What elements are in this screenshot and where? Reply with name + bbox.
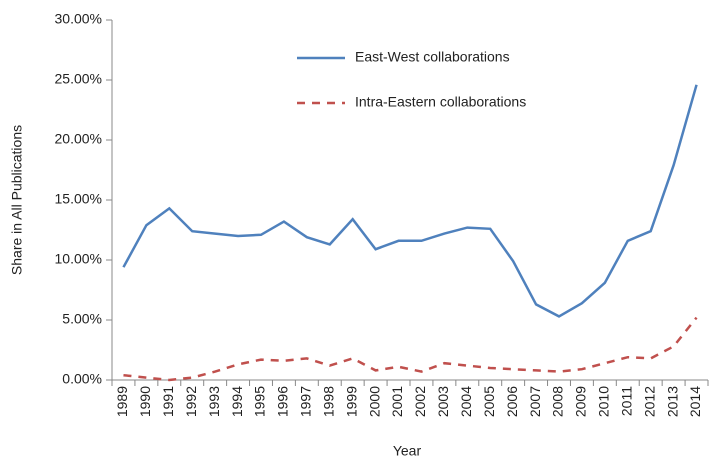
x-axis-label: Year: [393, 443, 422, 459]
y-tick-label: 0.00%: [62, 371, 102, 387]
x-tick-label: 2007: [527, 386, 543, 417]
x-tick-label: 1998: [320, 386, 336, 417]
x-tick-label: 2004: [458, 386, 474, 417]
x-tick-label: 2000: [366, 386, 382, 417]
legend-label: Intra-Eastern collaborations: [355, 94, 526, 110]
x-tick-label: 2006: [504, 386, 520, 417]
x-tick-label: 1997: [298, 386, 314, 417]
x-tick-label: 1991: [160, 386, 176, 417]
x-tick-label: 2010: [596, 386, 612, 417]
x-tick-label: 2014: [687, 386, 703, 417]
x-tick-label: 2001: [389, 386, 405, 417]
y-tick-label: 15.00%: [55, 191, 102, 207]
x-tick-label: 1995: [252, 386, 268, 417]
x-tick-label: 2002: [412, 386, 428, 417]
x-tick-label: 2012: [641, 386, 657, 417]
x-tick-label: 2003: [435, 386, 451, 417]
x-tick-label: 1999: [343, 386, 359, 417]
x-tick-label: 1994: [229, 386, 245, 417]
series-line: [123, 316, 698, 382]
x-tick-label: 1996: [275, 386, 291, 417]
legend-label: East-West collaborations: [355, 49, 510, 65]
y-tick-label: 20.00%: [55, 131, 102, 147]
x-tick-label: 2008: [550, 386, 566, 417]
y-tick-label: 30.00%: [55, 11, 102, 27]
x-tick-label: 1992: [183, 386, 199, 417]
y-axis-label: Share in All Publications: [9, 125, 25, 275]
x-tick-label: 1993: [206, 386, 222, 417]
x-tick-label: 2005: [481, 386, 497, 417]
y-tick-label: 25.00%: [55, 71, 102, 87]
x-tick-label: 2009: [573, 386, 589, 417]
x-tick-label: 1989: [114, 386, 130, 417]
y-tick-label: 5.00%: [62, 311, 102, 327]
x-tick-label: 2011: [618, 386, 634, 416]
y-tick-label: 10.00%: [55, 251, 102, 267]
series-line: [122, 84, 698, 318]
x-tick-label: 2013: [664, 386, 680, 417]
x-tick-label: 1990: [137, 386, 153, 417]
